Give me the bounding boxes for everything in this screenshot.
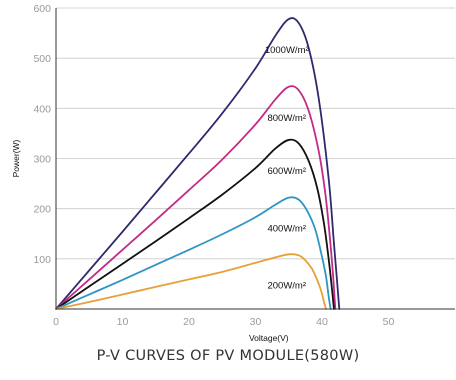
x-tick-label-40: 40: [316, 316, 328, 328]
series-line-3: [55, 196, 332, 310]
x-tick-label-30: 30: [250, 316, 262, 328]
series-label-2: 600W/m²: [267, 166, 306, 177]
series-label-4: 200W/m²: [267, 280, 306, 291]
y-axis-title: Power(W): [11, 139, 21, 177]
series-line-4: [55, 253, 327, 310]
x-tick-label-10: 10: [117, 316, 129, 328]
series-label-3: 400W/m²: [267, 224, 306, 235]
x-tick-label-50: 50: [383, 316, 395, 328]
x-tick-label-0: 0: [53, 316, 59, 328]
y-tick-label-400: 400: [33, 103, 51, 115]
series-line-1: [55, 85, 337, 310]
y-tick-label-100: 100: [33, 254, 51, 266]
x-axis-title: Voltage(V): [249, 333, 289, 343]
series-line-2: [55, 138, 335, 310]
series-line-0: [55, 17, 341, 310]
chart-caption: P-V CURVES OF PV MODULE(580W): [96, 348, 360, 364]
y-tick-label-300: 300: [33, 154, 51, 166]
y-tick-label-200: 200: [33, 204, 51, 216]
series-label-1: 800W/m²: [267, 113, 306, 124]
x-tick-label-20: 20: [183, 316, 195, 328]
y-tick-label-500: 500: [33, 53, 51, 65]
y-tick-label-600: 600: [33, 3, 51, 15]
series-label-0: 1000W/m²: [265, 45, 309, 56]
